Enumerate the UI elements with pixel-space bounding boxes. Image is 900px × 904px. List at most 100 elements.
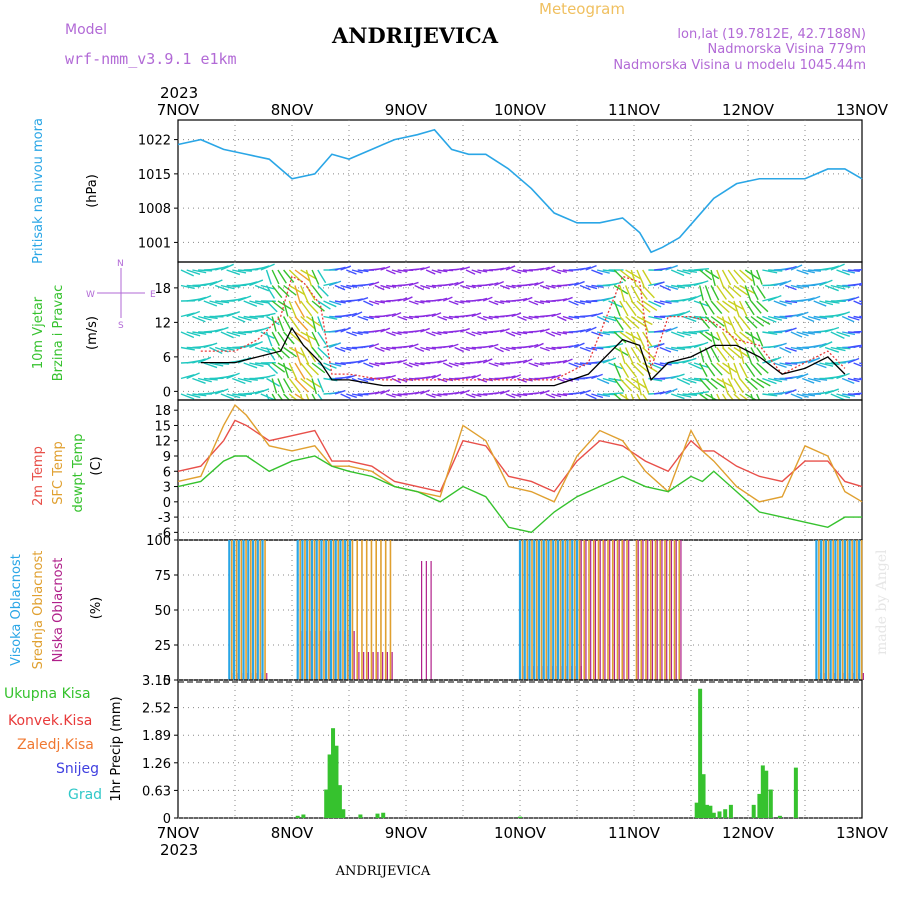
wind-barb [289, 363, 296, 379]
precip-bar [331, 728, 335, 818]
precip-bar [705, 805, 709, 818]
wind-barb [717, 363, 730, 374]
wind-barb [284, 363, 289, 378]
y-tick-label: 6 [163, 351, 171, 366]
precip-bar [698, 689, 702, 818]
cloud-ylabel-mid: Srednja Oblacnost [31, 551, 46, 670]
precip-legend: Ukupna KisaKonvek.KisaZaledj.KisaSnijegG… [4, 686, 102, 803]
wind-barb [626, 317, 639, 329]
precip-bar [778, 816, 782, 818]
y-tick-label: 100 [146, 534, 171, 549]
wind-barb [859, 317, 871, 318]
wind-barb [643, 332, 652, 346]
credit-label: made by Angel [874, 549, 890, 655]
temp-sfc-line [178, 405, 862, 502]
footer-station: ANDRIJEVICA [335, 864, 431, 879]
wind-barb [757, 394, 763, 408]
precip-bar [729, 805, 733, 818]
wind-barb [614, 363, 620, 378]
wind-barb [312, 317, 316, 333]
day-label-top: 8NOV [271, 101, 314, 119]
wind-barb [318, 270, 326, 283]
wind-barb [272, 332, 279, 346]
day-label-top: 9NOV [385, 101, 428, 119]
wind-barb [711, 394, 716, 410]
wind-barb [609, 331, 624, 332]
precip-bar [338, 785, 342, 818]
precip-bar [376, 814, 380, 818]
altitude-label: Nadmorska Visina 779m [708, 42, 867, 57]
page-title: ANDRIJEVICA [331, 23, 499, 48]
precip-legend-item: Grad [68, 787, 102, 803]
precip-legend-item: Ukupna Kisa [4, 686, 91, 702]
precip-bar [381, 813, 385, 818]
wind-barb [312, 379, 316, 394]
y-tick-label: 1022 [138, 134, 171, 149]
temp-unit: (C) [89, 456, 104, 475]
cloud-unit: (%) [89, 597, 104, 620]
wind-barb [272, 379, 276, 394]
wind-barb [620, 348, 625, 364]
y-tick-label: 1015 [138, 168, 171, 183]
precip-bar [764, 771, 768, 818]
wind-barb [740, 301, 747, 316]
day-label-bottom: 12NOV [722, 824, 775, 842]
precip-bar [712, 813, 716, 818]
pressure-unit: (hPa) [85, 174, 100, 208]
precip-bar [324, 790, 328, 818]
wind-barb [614, 332, 626, 343]
wind-barb [609, 282, 624, 285]
wind-barb [267, 301, 278, 312]
wind-barb [700, 270, 712, 280]
wind-barb [261, 375, 276, 379]
wind-barb [694, 330, 709, 332]
precip-bar [301, 814, 305, 818]
wind-barb [728, 363, 732, 380]
wind-barb [700, 286, 704, 301]
precip-legend-item: Konvek.Kisa [8, 713, 92, 729]
y-tick-label: -3 [158, 511, 171, 526]
wind-barb [700, 394, 713, 403]
day-label-top: 7NOV [157, 101, 200, 119]
day-label-bottom: 9NOV [385, 824, 428, 842]
wind-barb [757, 270, 762, 285]
compass-s: S [118, 321, 124, 331]
precip-bar [334, 746, 338, 818]
wind-barb [711, 270, 715, 286]
precip-bar [718, 811, 722, 818]
precip-bar [752, 805, 756, 818]
wind-barb [631, 394, 637, 411]
cloud-ylabel-high: Visoka Oblacnost [9, 554, 24, 666]
precip-bar [702, 774, 706, 818]
precip-unit: 1hr Precip (mm) [109, 696, 124, 801]
day-label-bottom: 11NOV [608, 824, 661, 842]
wind-barb [717, 394, 724, 409]
wind-barb [626, 394, 630, 412]
wind-barb [700, 332, 712, 341]
y-tick-label: 25 [154, 639, 171, 654]
precip-bar [794, 768, 798, 818]
wind-barb [301, 286, 308, 303]
wind-barb [306, 394, 312, 410]
y-tick-label: 2.52 [142, 702, 171, 717]
model-name: wrf-nmm_v3.9.1 e1km [65, 50, 237, 68]
pressure-ylabel: Pritisak na nivou mora [31, 118, 46, 264]
wind-barb [301, 394, 306, 412]
precip-bar [695, 803, 699, 818]
day-label-top: 10NOV [494, 101, 547, 119]
y-tick-label: 0 [163, 496, 171, 511]
y-tick-label: 12 [154, 435, 171, 450]
precip-bar [708, 806, 712, 818]
y-tick-label: 15 [154, 419, 171, 434]
wind-barb [267, 270, 272, 284]
lonlat-label: lon,lat (19.7812E, 42.7188N) [677, 27, 866, 42]
precip-legend-item: Snijeg [56, 761, 99, 777]
compass-e: E [150, 290, 156, 300]
wind-barb [255, 389, 269, 394]
y-tick-label: 3.15 [142, 674, 171, 689]
wind-barb [751, 270, 755, 286]
wind-ylabel-2: Brzina i Pravac [51, 285, 66, 382]
